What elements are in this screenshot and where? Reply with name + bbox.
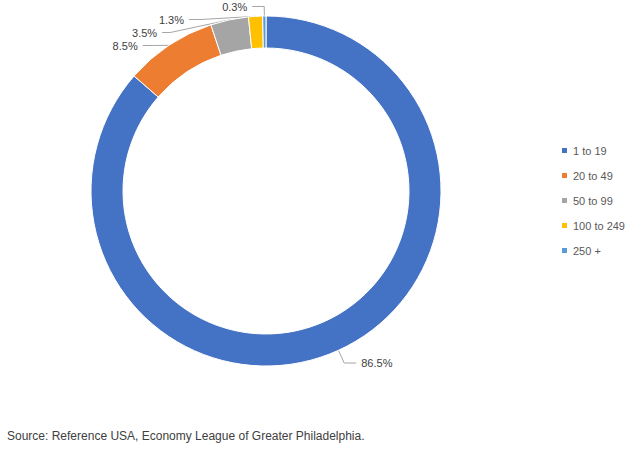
- svg-text:250 +: 250 +: [573, 245, 601, 257]
- svg-text:Source: Reference USA, Economy: Source: Reference USA, Economy League of…: [7, 429, 365, 443]
- svg-text:8.5%: 8.5%: [113, 40, 138, 52]
- svg-text:0.3%: 0.3%: [222, 1, 247, 13]
- svg-text:3.5%: 3.5%: [132, 27, 157, 39]
- svg-text:20 to 49: 20 to 49: [573, 170, 613, 182]
- svg-text:1 to 19: 1 to 19: [573, 145, 607, 157]
- svg-text:50 to 99: 50 to 99: [573, 195, 613, 207]
- svg-text:100 to 249: 100 to 249: [573, 220, 625, 232]
- svg-text:1.3%: 1.3%: [159, 14, 184, 26]
- svg-text:86.5%: 86.5%: [361, 357, 392, 369]
